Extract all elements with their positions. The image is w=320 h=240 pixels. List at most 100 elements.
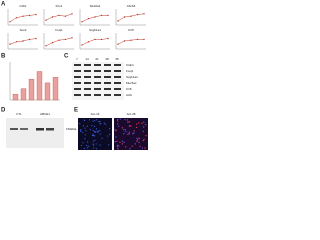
dot: [135, 123, 138, 125]
dot: [84, 134, 87, 136]
bar: [12, 94, 19, 101]
dot: [85, 130, 87, 132]
dot: [144, 123, 147, 126]
dot: [124, 118, 126, 121]
dot: [86, 147, 89, 149]
group-label: CTL: [16, 112, 22, 116]
band: [114, 64, 121, 66]
dot: [84, 138, 86, 140]
dot: [80, 144, 83, 147]
dot: [91, 125, 93, 127]
chart-title: Sox2: [20, 28, 27, 32]
blot: [72, 62, 124, 100]
dot: [129, 148, 131, 150]
dot: [143, 138, 145, 141]
band: [94, 76, 101, 78]
point: [9, 21, 11, 23]
row-label: Foxj1: [126, 69, 134, 73]
dot: [94, 139, 96, 141]
dot: [108, 144, 110, 146]
dot: [107, 135, 109, 137]
column-label: 14: [85, 57, 89, 61]
band: [84, 64, 91, 66]
chart-title: Cdh1: [19, 4, 27, 8]
row-label: Cldn1: [126, 63, 134, 67]
image: [78, 118, 112, 150]
dot: [124, 129, 127, 131]
dot: [142, 130, 145, 133]
dot: [121, 143, 124, 145]
dot: [139, 145, 141, 148]
dot: [104, 123, 107, 125]
band: [74, 88, 81, 90]
point: [15, 17, 18, 19]
dot: [145, 134, 147, 137]
dot: [133, 132, 135, 134]
panel-label: B: [1, 54, 6, 60]
line: [45, 37, 73, 47]
dot: [138, 137, 140, 139]
dot: [138, 141, 140, 144]
point: [45, 19, 47, 21]
point: [136, 13, 139, 16]
point: [15, 41, 18, 43]
dot: [136, 137, 138, 140]
band: [74, 70, 81, 72]
dot: [92, 129, 94, 131]
image: [114, 118, 148, 150]
marker-label: 150kDa: [66, 127, 77, 131]
point: [28, 38, 31, 41]
dot: [95, 143, 97, 145]
point: [81, 44, 83, 46]
dot: [115, 129, 117, 132]
dot: [135, 126, 138, 129]
band: [114, 88, 121, 90]
point: [51, 16, 54, 18]
band: [84, 88, 91, 90]
dot: [82, 142, 84, 144]
point: [28, 14, 31, 17]
bar: [28, 78, 35, 101]
band: [36, 128, 44, 131]
dot: [94, 135, 96, 137]
dot: [117, 125, 120, 128]
dot: [122, 129, 125, 131]
point: [94, 38, 96, 41]
point: [22, 40, 24, 42]
point: [71, 13, 73, 15]
dot: [79, 130, 82, 132]
band: [94, 70, 101, 72]
point: [35, 37, 37, 40]
dot: [126, 119, 129, 121]
band: [104, 70, 111, 72]
point: [64, 38, 67, 41]
dot: [116, 144, 119, 147]
dot: [108, 128, 111, 130]
dot: [82, 125, 84, 127]
dot: [109, 133, 111, 136]
point: [51, 41, 54, 44]
dot: [96, 119, 98, 121]
panel-label: C: [64, 54, 69, 60]
point: [117, 43, 119, 45]
point: [58, 39, 60, 41]
dot: [125, 146, 127, 148]
dot: [141, 122, 143, 125]
dot: [84, 127, 86, 129]
dot: [101, 137, 103, 139]
dot: [99, 120, 101, 122]
dot: [95, 131, 97, 133]
dot: [95, 128, 98, 130]
dot: [136, 139, 139, 141]
point: [123, 40, 126, 42]
dot: [97, 131, 99, 133]
band: [20, 128, 28, 130]
dot: [134, 143, 137, 145]
dot: [103, 122, 105, 124]
band: [104, 76, 111, 78]
bar: [44, 82, 51, 101]
chart-title: Slc22a1: [90, 4, 101, 8]
dot: [92, 135, 95, 137]
band: [84, 76, 91, 78]
band: [104, 82, 111, 84]
